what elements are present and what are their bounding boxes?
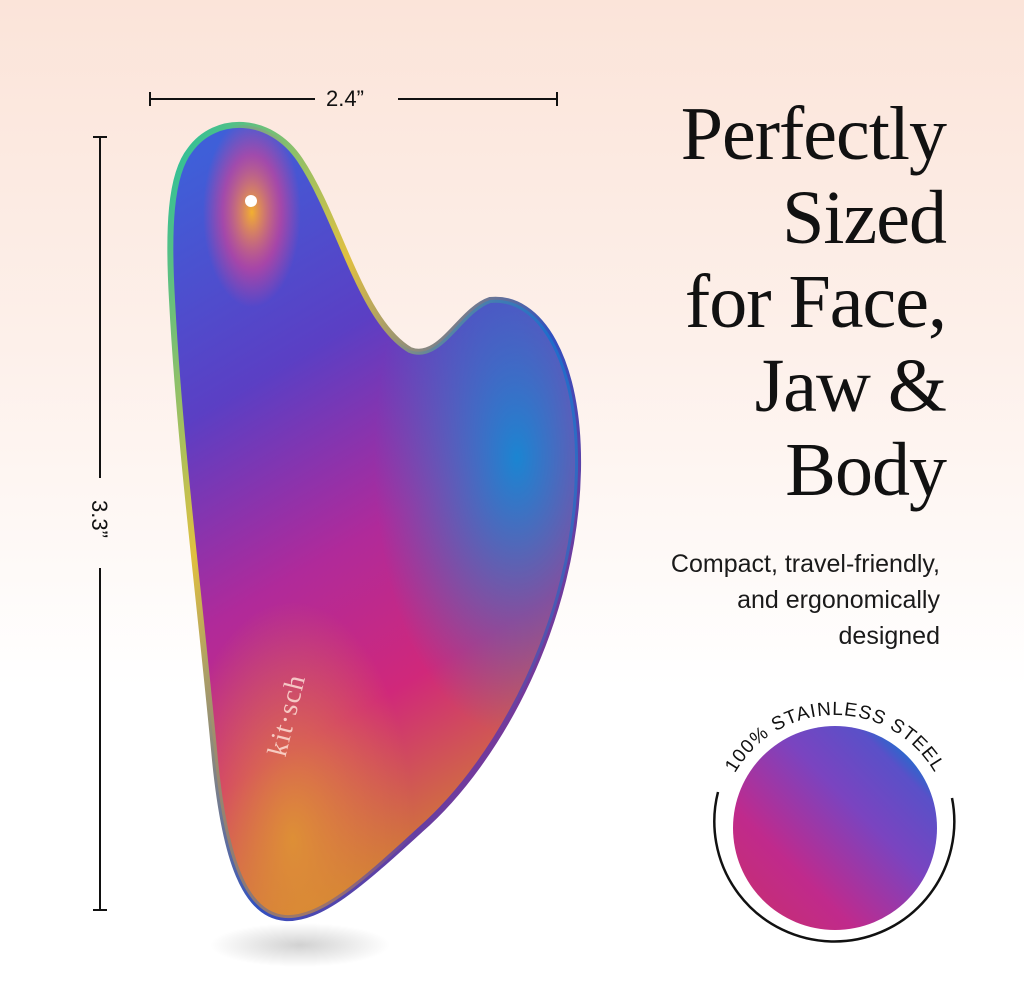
subheadline: Compact, travel-friendly, and ergonomica… (671, 546, 940, 654)
headline-line: Jaw & (754, 344, 947, 428)
subheadline-line: Compact, travel-friendly, (670, 550, 940, 578)
width-label: 2.4” (326, 86, 364, 111)
headline-line: Perfectly (680, 92, 947, 176)
headline-line: Sized (782, 176, 947, 260)
hang-hole (245, 195, 257, 207)
subheadline-line: designed (838, 622, 940, 650)
headline-line: for Face, (684, 260, 947, 344)
steel-swatch (733, 726, 937, 930)
headline: Perfectly Sized for Face, Jaw & Body (680, 92, 947, 512)
headline-line: Body (785, 428, 947, 512)
stainless-steel-badge: 100% STAINLESS STEEL (713, 699, 956, 943)
height-dimension-line (93, 136, 107, 911)
subheadline-line: and ergonomically (737, 586, 940, 614)
width-dimension-line (149, 92, 558, 106)
